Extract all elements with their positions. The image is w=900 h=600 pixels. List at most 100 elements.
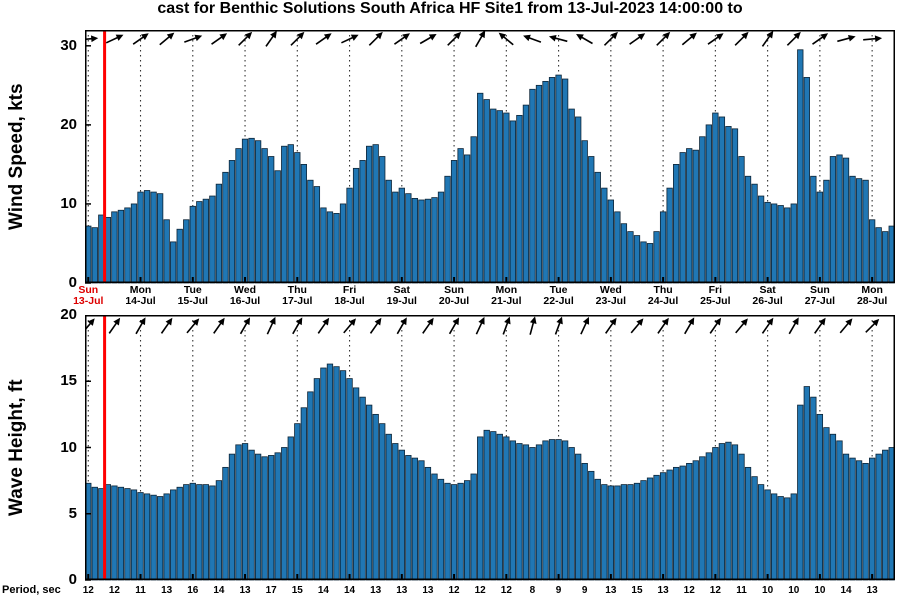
- wave-bar: [561, 440, 569, 581]
- wind-bar: [287, 144, 294, 284]
- wind-bar: [686, 148, 693, 284]
- wind-direction-arrow: [290, 31, 305, 46]
- wind-bar: [875, 227, 882, 284]
- wave-bar: [535, 444, 543, 581]
- day-label: Thu 24-Jul: [631, 285, 695, 306]
- period-value: 12: [709, 585, 721, 596]
- wave-bar: [646, 477, 654, 581]
- wind-bar: [882, 231, 889, 284]
- wave-direction-arrow: [865, 318, 880, 333]
- wind-bar: [705, 124, 712, 284]
- wind-bar: [124, 207, 131, 284]
- wave-bar: [588, 470, 595, 581]
- wave-bar: [274, 452, 281, 581]
- period-value: 12: [448, 585, 460, 596]
- wind-bar: [581, 140, 588, 284]
- wave-bar: [313, 378, 321, 581]
- wave-bar: [842, 453, 850, 581]
- wind-bar: [418, 199, 425, 284]
- wind-bar: [666, 187, 673, 284]
- wave-bar: [398, 449, 405, 581]
- day-date: 22-Jul: [543, 294, 574, 307]
- wind-bar: [751, 183, 758, 284]
- day-name: Mon: [129, 284, 152, 296]
- wave-bar: [385, 433, 392, 581]
- wave-direction-arrow: [735, 318, 748, 334]
- wind-bar: [607, 199, 614, 284]
- wind-bar: [366, 145, 373, 284]
- wave-bar: [477, 436, 484, 581]
- wind-bar: [816, 191, 824, 284]
- wave-bar: [829, 433, 837, 581]
- wave-axis-label: Wave Height, ft: [6, 379, 27, 516]
- day-label: Sun 20-Jul: [422, 285, 486, 306]
- wave-bar: [659, 472, 667, 581]
- wind-bar: [496, 110, 503, 284]
- wave-direction-arrow: [814, 317, 826, 334]
- wave-bar: [300, 407, 307, 581]
- wind-bar: [509, 120, 517, 284]
- wind-bar: [738, 156, 745, 284]
- wind-direction-arrow: [85, 35, 99, 43]
- period-value: 9: [581, 585, 588, 596]
- wave-bar: [692, 460, 699, 581]
- day-label: Sat 26-Jul: [736, 285, 800, 306]
- wind-bar: [261, 148, 268, 284]
- wave-direction-arrow: [422, 317, 434, 334]
- wave-bar: [202, 484, 209, 581]
- y-tick-label: 30: [60, 36, 77, 54]
- wave-bar: [470, 473, 477, 581]
- day-date: 20-Jul: [438, 294, 470, 307]
- day-name: Wed: [234, 284, 257, 296]
- wind-bar: [137, 191, 144, 284]
- wave-bar: [810, 396, 817, 581]
- wind-bar: [868, 219, 876, 284]
- wave-bar: [633, 482, 641, 581]
- wave-bar: [431, 473, 438, 581]
- period-value: 14: [213, 585, 225, 596]
- wind-bar: [222, 171, 229, 284]
- wind-direction-arrow: [707, 33, 724, 45]
- wind-direction-arrow: [238, 31, 253, 46]
- wind-bar: [320, 207, 327, 284]
- wave-bar: [91, 486, 98, 581]
- wave-bar: [868, 457, 876, 581]
- wind-bar: [849, 175, 856, 284]
- day-name: Mon: [495, 284, 518, 296]
- wave-bar: [516, 443, 523, 581]
- wave-bar: [405, 455, 412, 581]
- wave-bar: [594, 478, 601, 581]
- period-value: 13: [161, 585, 173, 596]
- day-name: Sat: [393, 284, 410, 296]
- wave-direction-arrow: [657, 317, 669, 334]
- wave-bar: [248, 449, 255, 581]
- wave-bar: [797, 404, 804, 581]
- wind-bar: [777, 205, 784, 284]
- wind-bar: [307, 179, 314, 284]
- wave-direction-arrow: [605, 317, 617, 334]
- wind-bar: [411, 198, 419, 284]
- wind-bar: [156, 193, 164, 284]
- wind-bar: [268, 156, 275, 284]
- wind-axis-label: Wind Speed, kts: [6, 83, 27, 230]
- wave-bar: [392, 443, 399, 581]
- wind-bar: [529, 88, 536, 284]
- period-value: 13: [239, 585, 251, 596]
- wave-bar: [215, 480, 223, 581]
- wind-bar: [522, 104, 530, 284]
- period-value: 13: [866, 585, 878, 596]
- wind-bar: [431, 197, 438, 284]
- wave-direction-arrow: [502, 316, 511, 335]
- wind-bar: [352, 167, 360, 284]
- wave-bar: [424, 466, 432, 581]
- wind-bar: [183, 219, 190, 284]
- day-name: Wed: [599, 284, 622, 296]
- wind-bar: [228, 160, 236, 284]
- wave-bar: [320, 367, 327, 581]
- period-value: 13: [396, 585, 408, 596]
- day-name: Sun: [809, 284, 830, 296]
- day-date: 13-Jul: [73, 294, 104, 307]
- wave-bar: [268, 455, 275, 581]
- wave-bar: [555, 439, 562, 581]
- period-value: 13: [370, 585, 382, 596]
